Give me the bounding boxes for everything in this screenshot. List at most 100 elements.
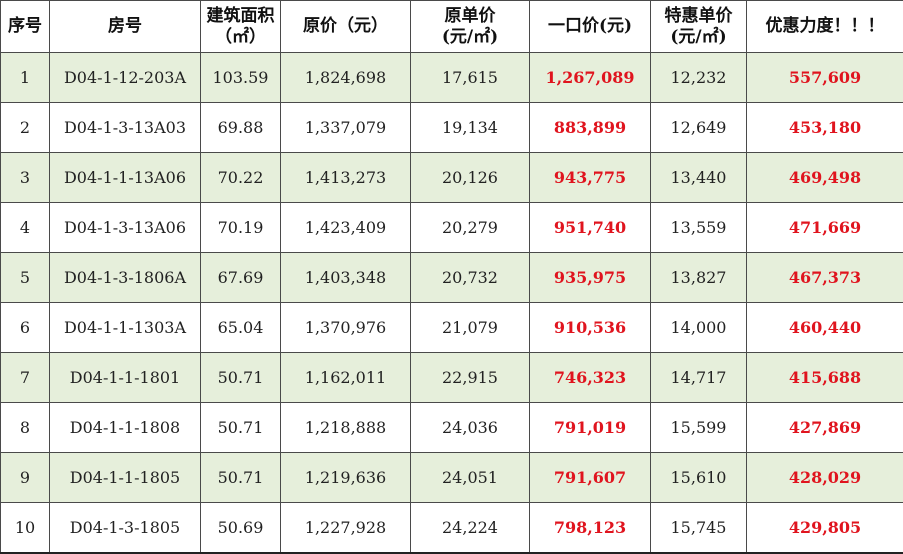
unit-number-cell: D04-1-1-1805 (50, 453, 201, 503)
fixed-price-cell: 883,899 (530, 103, 651, 153)
original-price-cell: 1,403,348 (281, 253, 411, 303)
index-cell: 8 (1, 403, 50, 453)
fixed-price-cell: 746,323 (530, 353, 651, 403)
area-cell: 67.69 (201, 253, 281, 303)
special-unit-price-cell: 15,599 (651, 403, 747, 453)
index-cell: 7 (1, 353, 50, 403)
original-price-cell: 1,413,273 (281, 153, 411, 203)
unit-number-cell: D04-1-3-13A03 (50, 103, 201, 153)
area-cell: 70.19 (201, 203, 281, 253)
original-unit-price-cell: 20,126 (411, 153, 530, 203)
original-price-cell: 1,824,698 (281, 53, 411, 103)
area-cell: 70.22 (201, 153, 281, 203)
fixed-price-cell: 935,975 (530, 253, 651, 303)
fixed-price-cell: 1,267,089 (530, 53, 651, 103)
header-original-unit-price: 原单价(元/㎡) (411, 1, 530, 53)
fixed-price-cell: 943,775 (530, 153, 651, 203)
header-original-price: 原价（元） (281, 1, 411, 53)
unit-number-cell: D04-1-12-203A (50, 53, 201, 103)
discount-cell: 557,609 (747, 53, 903, 103)
area-cell: 65.04 (201, 303, 281, 353)
original-unit-price-cell: 24,051 (411, 453, 530, 503)
header-unit-number: 房号 (50, 1, 201, 53)
special-unit-price-cell: 13,827 (651, 253, 747, 303)
fixed-price-cell: 791,607 (530, 453, 651, 503)
special-unit-price-cell: 15,745 (651, 503, 747, 554)
special-unit-price-cell: 15,610 (651, 453, 747, 503)
unit-number-cell: D04-1-1-1303A (50, 303, 201, 353)
special-unit-price-cell: 13,559 (651, 203, 747, 253)
area-cell: 50.71 (201, 353, 281, 403)
fixed-price-cell: 910,536 (530, 303, 651, 353)
unit-number-cell: D04-1-3-1805 (50, 503, 201, 554)
original-unit-price-cell: 17,615 (411, 53, 530, 103)
original-price-cell: 1,219,636 (281, 453, 411, 503)
fixed-price-cell: 798,123 (530, 503, 651, 554)
special-unit-price-cell: 14,717 (651, 353, 747, 403)
discount-cell: 469,498 (747, 153, 903, 203)
header-fixed-price: 一口价(元) (530, 1, 651, 53)
unit-number-cell: D04-1-3-1806A (50, 253, 201, 303)
original-price-cell: 1,370,976 (281, 303, 411, 353)
area-cell: 69.88 (201, 103, 281, 153)
original-price-cell: 1,423,409 (281, 203, 411, 253)
original-unit-price-cell: 24,224 (411, 503, 530, 554)
header-index: 序号 (1, 1, 50, 53)
area-cell: 50.71 (201, 403, 281, 453)
original-price-cell: 1,227,928 (281, 503, 411, 554)
table-header: 序号 房号 建筑面积（㎡） 原价（元） 原单价(元/㎡) 一口价(元) 特惠单价… (1, 1, 903, 53)
original-unit-price-cell: 22,915 (411, 353, 530, 403)
index-cell: 3 (1, 153, 50, 203)
header-discount: 优惠力度！！！ (747, 1, 903, 53)
discount-cell: 460,440 (747, 303, 903, 353)
discount-cell: 415,688 (747, 353, 903, 403)
index-cell: 1 (1, 53, 50, 103)
index-cell: 10 (1, 503, 50, 554)
discount-cell: 467,373 (747, 253, 903, 303)
discount-cell: 427,869 (747, 403, 903, 453)
discount-cell: 429,805 (747, 503, 903, 554)
original-price-cell: 1,337,079 (281, 103, 411, 153)
header-row: 序号 房号 建筑面积（㎡） 原价（元） 原单价(元/㎡) 一口价(元) 特惠单价… (1, 1, 903, 53)
header-area: 建筑面积（㎡） (201, 1, 281, 53)
original-unit-price-cell: 24,036 (411, 403, 530, 453)
original-unit-price-cell: 20,279 (411, 203, 530, 253)
unit-number-cell: D04-1-1-13A06 (50, 153, 201, 203)
index-cell: 5 (1, 253, 50, 303)
unit-number-cell: D04-1-1-1808 (50, 403, 201, 453)
index-cell: 9 (1, 453, 50, 503)
original-unit-price-cell: 21,079 (411, 303, 530, 353)
area-cell: 50.69 (201, 503, 281, 554)
original-unit-price-cell: 20,732 (411, 253, 530, 303)
special-unit-price-cell: 12,649 (651, 103, 747, 153)
original-price-cell: 1,218,888 (281, 403, 411, 453)
index-cell: 4 (1, 203, 50, 253)
fixed-price-cell: 951,740 (530, 203, 651, 253)
index-cell: 2 (1, 103, 50, 153)
discount-cell: 471,669 (747, 203, 903, 253)
special-unit-price-cell: 13,440 (651, 153, 747, 203)
original-unit-price-cell: 19,134 (411, 103, 530, 153)
special-unit-price-cell: 14,000 (651, 303, 747, 353)
fixed-price-cell: 791,019 (530, 403, 651, 453)
index-cell: 6 (1, 303, 50, 353)
discount-cell: 428,029 (747, 453, 903, 503)
header-special-unit-price: 特惠单价(元/㎡) (651, 1, 747, 53)
original-price-cell: 1,162,011 (281, 353, 411, 403)
discount-cell: 453,180 (747, 103, 903, 153)
area-cell: 50.71 (201, 453, 281, 503)
unit-number-cell: D04-1-1-1801 (50, 353, 201, 403)
unit-number-cell: D04-1-3-13A06 (50, 203, 201, 253)
